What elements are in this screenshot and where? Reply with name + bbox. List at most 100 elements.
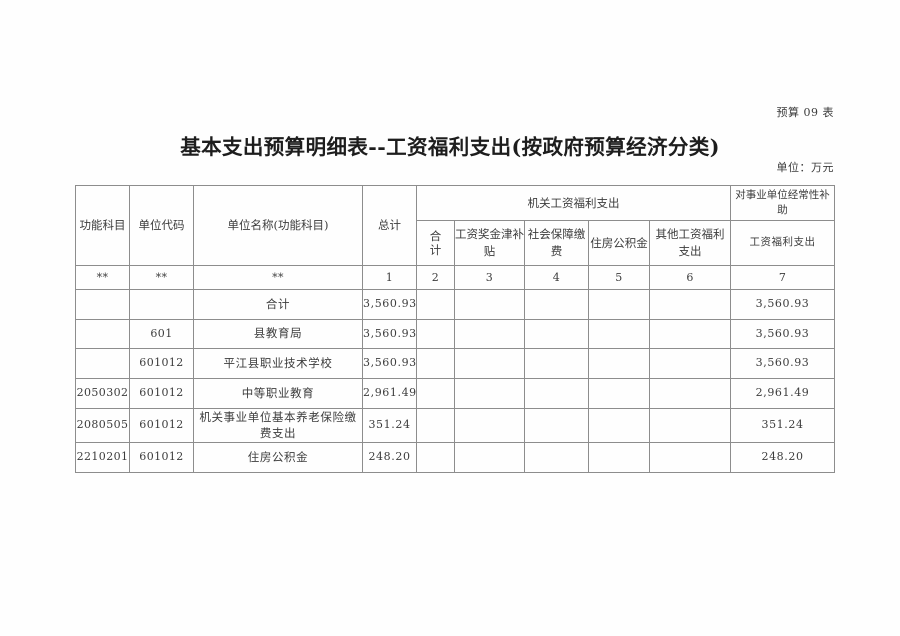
row-unit-name: 县教育局 — [193, 318, 363, 349]
unit-note-label: 单位：万元 — [776, 161, 834, 174]
table-row: 601012 平江县职业技术学校 3,560.93 3,560.93 — [75, 348, 836, 379]
row-unit-name: 机关事业单位基本养老保险缴费支出 — [193, 407, 363, 443]
header-wage-bonus-allowance: 工资奖金津补贴 — [454, 220, 525, 266]
row-social-security — [524, 407, 589, 443]
header-other-wage-benefit: 其他工资福利支出 — [648, 220, 732, 266]
row-subsidy-wage-benefit: 3,560.93 — [730, 289, 836, 320]
row-social-security — [524, 348, 589, 379]
row-func-subject — [75, 318, 130, 349]
row-housing-fund — [588, 318, 650, 349]
row-unit-code — [129, 289, 194, 320]
numrow-social-security: 4 — [524, 265, 589, 290]
row-func-subject: 2210201 — [75, 441, 130, 473]
row-unit-name: 住房公积金 — [193, 441, 363, 473]
row-subsidy-wage-benefit: 3,560.93 — [730, 348, 836, 379]
row-wage-bonus-allowance — [454, 441, 525, 473]
numrow-unit-code: ** — [129, 265, 194, 290]
row-unit-code: 601012 — [129, 441, 194, 473]
row-other-wage-benefit — [648, 441, 732, 473]
row-subsidy-wage-benefit: 351.24 — [730, 407, 836, 443]
row-unit-code: 601 — [129, 318, 194, 349]
numrow-other-wage-benefit: 6 — [648, 265, 732, 290]
table-row: 2080505 601012 机关事业单位基本养老保险缴费支出 351.24 3… — [75, 407, 836, 443]
row-social-security — [524, 441, 589, 473]
header-housing-fund: 住房公积金 — [588, 220, 650, 266]
row-func-subject: 2080505 — [75, 407, 130, 443]
row-subtotal — [416, 377, 455, 409]
budget-table-wrapper: 功能科目 单位代码 单位名称(功能科目) 总计 机关工资福利支出 对事业单位经常… — [75, 185, 836, 473]
row-total: 3,560.93 — [362, 289, 417, 320]
table-row: 合计 3,560.93 3,560.93 — [75, 289, 836, 320]
row-unit-name: 合计 — [193, 289, 363, 320]
row-other-wage-benefit — [648, 289, 732, 320]
numrow-func-subject: ** — [75, 265, 130, 290]
row-social-security — [524, 318, 589, 349]
row-subsidy-wage-benefit: 2,961.49 — [730, 377, 836, 409]
row-other-wage-benefit — [648, 407, 732, 443]
numrow-subsidy-wage-benefit: 7 — [730, 265, 836, 290]
header-subtotal: 合 计 — [416, 220, 455, 266]
row-housing-fund — [588, 407, 650, 443]
row-unit-code: 601012 — [129, 348, 194, 379]
row-total: 3,560.93 — [362, 348, 417, 379]
header-func-subject: 功能科目 — [75, 185, 130, 266]
row-social-security — [524, 289, 589, 320]
table-row: 2050302 601012 中等职业教育 2,961.49 2,961.49 — [75, 377, 836, 409]
row-unit-name: 中等职业教育 — [193, 377, 363, 409]
header-subtotal-line1: 合 — [429, 228, 442, 243]
row-other-wage-benefit — [648, 318, 732, 349]
form-code-label: 预算 09 表 — [776, 106, 834, 119]
row-subtotal — [416, 441, 455, 473]
row-other-wage-benefit — [648, 348, 732, 379]
budget-table: 功能科目 单位代码 单位名称(功能科目) 总计 机关工资福利支出 对事业单位经常… — [75, 185, 836, 473]
row-subtotal — [416, 348, 455, 379]
row-func-subject: 2050302 — [75, 377, 130, 409]
row-other-wage-benefit — [648, 377, 732, 409]
table-row: 2210201 601012 住房公积金 248.20 248.20 — [75, 441, 836, 473]
row-housing-fund — [588, 377, 650, 409]
table-row: 601 县教育局 3,560.93 3,560.93 — [75, 318, 836, 349]
row-unit-name: 平江县职业技术学校 — [193, 348, 363, 379]
header-group-agency-wage-benefit: 机关工资福利支出 — [415, 185, 732, 221]
numrow-total: 1 — [362, 265, 417, 290]
table-head: 功能科目 单位代码 单位名称(功能科目) 总计 机关工资福利支出 对事业单位经常… — [75, 185, 836, 266]
row-housing-fund — [588, 289, 650, 320]
header-row-group: 功能科目 单位代码 单位名称(功能科目) 总计 机关工资福利支出 对事业单位经常… — [75, 185, 836, 266]
row-total: 351.24 — [362, 407, 417, 443]
row-total: 3,560.93 — [362, 318, 417, 349]
row-subsidy-wage-benefit: 248.20 — [730, 441, 836, 473]
header-unit-name: 单位名称(功能科目) — [193, 185, 363, 266]
row-subtotal — [416, 407, 455, 443]
header-group-subsidy-to-institutions: 对事业单位经常性补助 — [730, 185, 836, 221]
row-subsidy-wage-benefit: 3,560.93 — [730, 318, 836, 349]
row-social-security — [524, 377, 589, 409]
numrow-wage-bonus-allowance: 3 — [454, 265, 525, 290]
numrow-unit-name: ** — [193, 265, 363, 290]
column-number-row: ** ** ** 1 2 3 4 5 6 7 — [75, 265, 836, 290]
header-unit-code: 单位代码 — [129, 185, 194, 266]
header-total: 总计 — [362, 185, 417, 266]
row-subtotal — [416, 318, 455, 349]
header-row-sub: 合 计 工资奖金津补贴 社会保障缴费 住房公积金 其他工资福利支出 工资福利支出 — [76, 220, 836, 266]
row-wage-bonus-allowance — [454, 318, 525, 349]
numrow-subtotal: 2 — [416, 265, 455, 290]
row-unit-code: 601012 — [129, 407, 194, 443]
page-title: 基本支出预算明细表--工资福利支出(按政府预算经济分类) — [180, 135, 720, 159]
row-wage-bonus-allowance — [454, 377, 525, 409]
row-housing-fund — [588, 441, 650, 473]
row-housing-fund — [588, 348, 650, 379]
row-func-subject — [75, 348, 130, 379]
row-func-subject — [75, 289, 130, 320]
header-subsidy-wage-benefit: 工资福利支出 — [730, 220, 836, 266]
table-body: ** ** ** 1 2 3 4 5 6 7 合计 3,560.93 — [75, 265, 836, 473]
row-wage-bonus-allowance — [454, 289, 525, 320]
row-wage-bonus-allowance — [454, 348, 525, 379]
row-total: 248.20 — [362, 441, 417, 473]
row-unit-code: 601012 — [129, 377, 194, 409]
row-total: 2,961.49 — [362, 377, 417, 409]
numrow-housing-fund: 5 — [588, 265, 650, 290]
header-social-security: 社会保障缴费 — [524, 220, 589, 266]
row-subtotal — [416, 289, 455, 320]
header-subtotal-line2: 计 — [429, 243, 442, 257]
